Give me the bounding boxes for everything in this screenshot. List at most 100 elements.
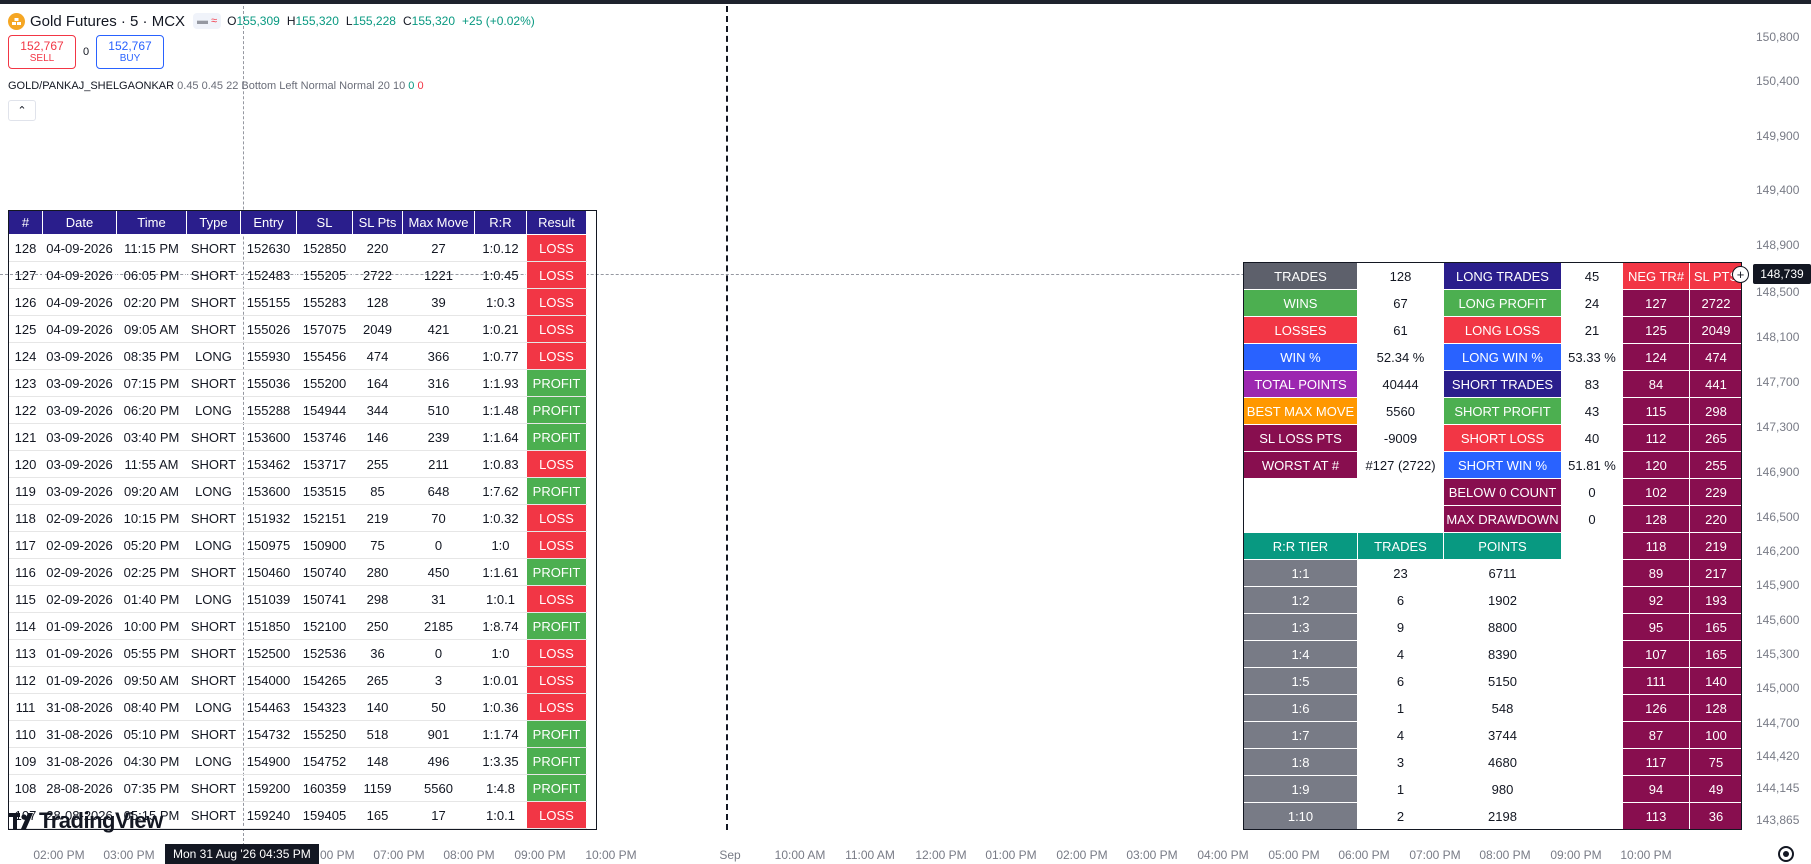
time-axis[interactable]: 02:00 PM 03:00 PM 06:00 PM 07:00 PM 08:00 PM… bbox=[0, 844, 1745, 864]
stat-label: SHORT LOSS bbox=[1443, 424, 1562, 452]
trade-cell: 110 bbox=[8, 720, 43, 748]
trade-cell: 1:1.48 bbox=[474, 396, 527, 424]
stat-label: BELOW 0 COUNT bbox=[1443, 478, 1562, 506]
tier-trades: 1 bbox=[1357, 775, 1444, 803]
time-axis-label: 12:00 PM bbox=[915, 848, 967, 862]
buy-button[interactable]: 152,767 BUY bbox=[96, 35, 164, 69]
trade-row: 119 03-09-2026 09:20 AM LONG 153600 153515 85 6… bbox=[8, 477, 587, 505]
indicator-name[interactable]: GOLD/PANKAJ_SHELGAONKAR bbox=[8, 80, 175, 92]
trades-col-header: Result bbox=[526, 210, 587, 235]
trade-row: 121 03-09-2026 03:40 PM SHORT 153600 153746 14… bbox=[8, 423, 587, 451]
trade-cell: SHORT bbox=[186, 612, 241, 640]
trade-row: 109 31-08-2026 04:30 PM LONG 154900 154752 148… bbox=[8, 747, 587, 775]
stats-row: TRADES 128 LONG TRADES 45 NEG TR# SL PTS bbox=[1243, 262, 1743, 290]
trade-cell: 01-09-2026 bbox=[42, 666, 117, 694]
tier-label: 1:2 bbox=[1243, 586, 1358, 614]
trade-cell: SHORT bbox=[186, 369, 241, 397]
price-axis-label: 145,000 bbox=[1756, 681, 1800, 695]
trade-cell: 04-09-2026 bbox=[42, 288, 117, 316]
trade-cell: 1:1.74 bbox=[474, 720, 527, 748]
trade-cell: 510 bbox=[402, 396, 475, 424]
price-axis-label: 148,500 bbox=[1756, 285, 1800, 299]
trade-cell: 31-08-2026 bbox=[42, 720, 117, 748]
trade-cell: 108 bbox=[8, 774, 43, 802]
neg-trade-sl-points: 193 bbox=[1689, 586, 1743, 614]
stat-empty bbox=[1561, 667, 1623, 695]
trade-cell: 04-09-2026 bbox=[42, 234, 117, 262]
time-axis-label: 10:00 AM bbox=[774, 848, 826, 862]
ohlc-close: C155,320 bbox=[402, 14, 456, 28]
stat-label: WIN % bbox=[1243, 343, 1358, 371]
stats-row: BELOW 0 COUNT 0 102 229 bbox=[1243, 478, 1743, 506]
stat-value: 67 bbox=[1357, 289, 1444, 317]
neg-trade-number: 95 bbox=[1622, 613, 1690, 641]
stat-label: LONG PROFIT bbox=[1443, 289, 1562, 317]
neg-trade-number: 124 bbox=[1622, 343, 1690, 371]
trade-cell: 117 bbox=[8, 531, 43, 559]
tradingview-logo-icon bbox=[9, 813, 33, 829]
trade-cell: 121 bbox=[8, 423, 43, 451]
neg-trade-sl-points: 2722 bbox=[1689, 289, 1743, 317]
symbol-legend[interactable]: Gold Futures · 5 · MCX ▬ ≈ O155,309 H155… bbox=[8, 11, 542, 31]
neg-trade-sl-points: 100 bbox=[1689, 721, 1743, 749]
trade-cell: 09:05 AM bbox=[116, 315, 187, 343]
stats-row: WIN % 52.34 % LONG WIN % 53.33 % 124 474 bbox=[1243, 343, 1743, 371]
tier-label: 1:5 bbox=[1243, 667, 1358, 695]
add-alert-plus-icon[interactable]: + bbox=[1732, 266, 1749, 283]
tier-points: 6711 bbox=[1443, 559, 1562, 587]
trade-cell: 07:35 PM bbox=[116, 774, 187, 802]
stat-empty bbox=[1561, 802, 1623, 830]
stat-label: MAX DRAWDOWN bbox=[1443, 505, 1562, 533]
trade-cell: 151850 bbox=[240, 612, 297, 640]
price-axis-label: 149,900 bbox=[1756, 129, 1800, 143]
trade-cell: 109 bbox=[8, 747, 43, 775]
trade-cell: 04-09-2026 bbox=[42, 261, 117, 289]
trade-cell: 36 bbox=[352, 639, 403, 667]
trade-cell: SHORT bbox=[186, 504, 241, 532]
stat-empty bbox=[1561, 559, 1623, 587]
tier-points: 8390 bbox=[1443, 640, 1562, 668]
price-axis[interactable]: 150,800 150,400 149,900 149,400 148,900 148,5… bbox=[1740, 0, 1811, 864]
trade-cell: 120 bbox=[8, 450, 43, 478]
trade-cell: 148 bbox=[352, 747, 403, 775]
stat-empty bbox=[1561, 640, 1623, 668]
collapse-legend-button[interactable]: ⌃ bbox=[8, 100, 36, 121]
trade-cell: SHORT bbox=[186, 261, 241, 289]
trade-cell: 155250 bbox=[296, 720, 353, 748]
price-axis-label: 145,900 bbox=[1756, 578, 1800, 592]
trade-cell: 496 bbox=[402, 747, 475, 775]
neg-trade-number: 92 bbox=[1622, 586, 1690, 614]
stat-empty bbox=[1357, 478, 1444, 506]
neg-trade-number: 117 bbox=[1622, 748, 1690, 776]
stats-row: BEST MAX MOVE 5560 SHORT PROFIT 43 115 298 bbox=[1243, 397, 1743, 425]
sell-button[interactable]: 152,767 SELL bbox=[8, 35, 76, 69]
trade-cell: 1:0.45 bbox=[474, 261, 527, 289]
indicator-legend[interactable]: GOLD/PANKAJ_SHELGAONKAR 0.45 0.45 22 Bot… bbox=[8, 80, 424, 92]
trade-result-badge: PROFIT bbox=[526, 612, 587, 640]
trade-cell: 10:15 PM bbox=[116, 504, 187, 532]
trade-cell: 0 bbox=[402, 639, 475, 667]
tier-points: 5150 bbox=[1443, 667, 1562, 695]
trade-cell: 153746 bbox=[296, 423, 353, 451]
legend-badge[interactable]: ▬ ≈ bbox=[193, 13, 222, 29]
tier-points: 2198 bbox=[1443, 802, 1562, 830]
neg-trade-sl-points: 219 bbox=[1689, 532, 1743, 560]
trade-result-badge: PROFIT bbox=[526, 477, 587, 505]
stat-value: 0 bbox=[1561, 505, 1623, 533]
symbol-title[interactable]: Gold Futures · 5 · MCX bbox=[30, 12, 186, 30]
trade-cell: 154944 bbox=[296, 396, 353, 424]
stat-empty bbox=[1561, 694, 1623, 722]
time-axis-label: 02:00 PM bbox=[1056, 848, 1108, 862]
trade-cell: 115 bbox=[8, 585, 43, 613]
trade-result-badge: PROFIT bbox=[526, 720, 587, 748]
trade-cell: SHORT bbox=[186, 315, 241, 343]
trade-cell: 152151 bbox=[296, 504, 353, 532]
stat-value: 5560 bbox=[1357, 397, 1444, 425]
price-axis-label: 146,500 bbox=[1756, 510, 1800, 524]
gear-icon[interactable] bbox=[1778, 846, 1794, 862]
trade-cell: 05:55 PM bbox=[116, 639, 187, 667]
trade-cell: 155288 bbox=[240, 396, 297, 424]
neg-trade-number: 128 bbox=[1622, 505, 1690, 533]
trade-cell: 151932 bbox=[240, 504, 297, 532]
trade-cell: SHORT bbox=[186, 801, 241, 829]
